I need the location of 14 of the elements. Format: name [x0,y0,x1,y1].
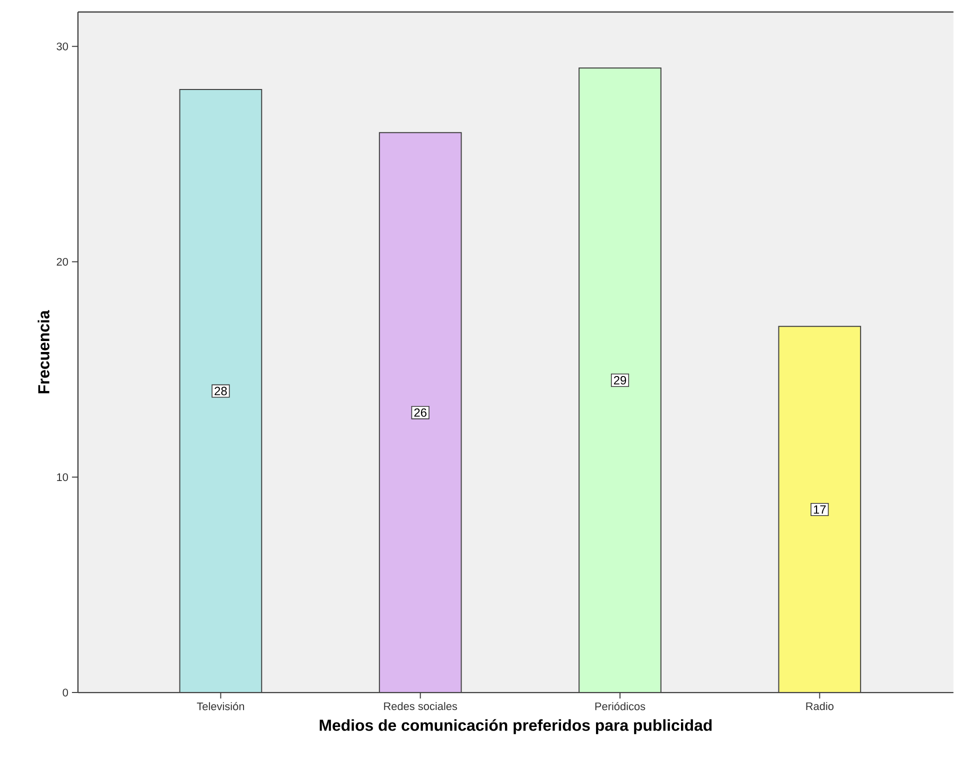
data-label: 17 [814,506,826,514]
y-tick-label: 0 [62,688,68,697]
x-tick-label: Radio [806,702,834,710]
data-label: 29 [614,376,626,385]
data-label: 28 [214,387,227,396]
x-axis-title: Medios de comunicación preferidos para publicidad [320,719,712,734]
y-tick-label: 10 [57,474,68,482]
x-tick-label: Televisión [196,702,244,710]
x-tick-label: Periódicos [595,702,646,710]
y-tick-label: 20 [56,258,68,266]
y-axis-title: Frecuencia [38,310,50,394]
y-tick-label: 30 [56,42,68,51]
x-tick-label: Redes sociales [384,702,458,710]
data-label: 26 [414,408,426,418]
